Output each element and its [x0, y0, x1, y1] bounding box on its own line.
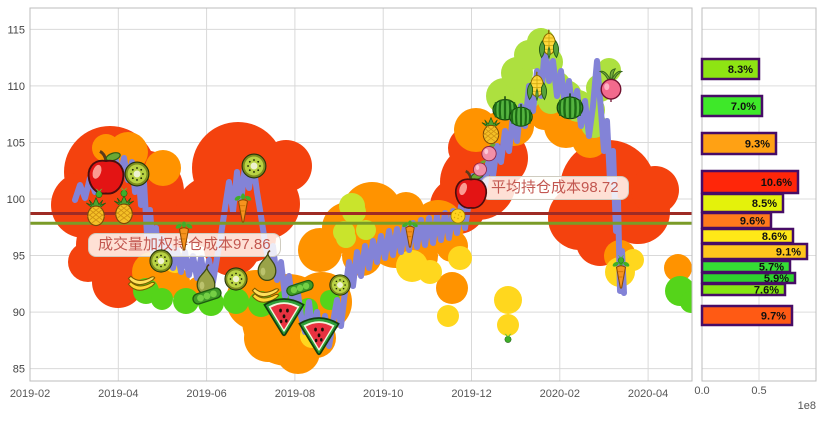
blob [448, 246, 472, 270]
dist-bar [700, 94, 764, 118]
main-plot-border [29, 7, 693, 382]
dist-bar-label: 10.6% [761, 177, 792, 189]
blob [418, 260, 442, 284]
dist-bar-label: 8.3% [728, 64, 753, 76]
x-tick-label: 2019-10 [363, 388, 403, 400]
x-tick-label: 2019-06 [186, 388, 226, 400]
blob [356, 220, 376, 240]
blob [631, 166, 679, 214]
blob [198, 290, 224, 316]
dist-bar-label: 9.6% [740, 216, 765, 228]
avg-cost-annotation: 平均持仓成本98.72 [481, 176, 629, 200]
dist-bar [700, 242, 809, 261]
blob [436, 272, 468, 304]
dist-bar [700, 57, 761, 81]
dist-scale-label: 1e8 [798, 400, 816, 412]
dist-bar [700, 304, 794, 327]
y-tick-label: 95 [13, 251, 25, 263]
y-tick-label: 90 [13, 307, 25, 319]
blob [173, 288, 199, 314]
blob [260, 140, 312, 192]
x-tick-label: 2019-04 [98, 388, 138, 400]
dist-bar-label: 5.7% [759, 262, 784, 274]
dist-x-tick-label: 0.0 [694, 385, 709, 397]
blob [664, 254, 692, 282]
blob [497, 314, 519, 336]
dist-bar-label: 9.3% [745, 139, 770, 151]
dist-bar-label: 8.5% [752, 198, 777, 210]
blob [437, 305, 459, 327]
dist-bar-label: 9.1% [776, 247, 801, 259]
y-tick-label: 110 [7, 81, 25, 93]
blob [151, 288, 173, 310]
x-tick-label: 2020-04 [628, 388, 668, 400]
blob [339, 193, 365, 219]
dist-bar [700, 131, 778, 156]
x-tick-label: 2020-02 [540, 388, 580, 400]
dist-bar-label: 5.9% [764, 273, 789, 285]
blob [244, 314, 292, 362]
dist-bar-label: 7.6% [754, 285, 779, 297]
dist-bar [700, 282, 787, 297]
dist-bar-label: 9.7% [761, 311, 786, 323]
blob [145, 150, 181, 186]
y-tick-label: 105 [7, 137, 25, 149]
blob [494, 286, 522, 314]
y-tick-label: 115 [7, 24, 25, 36]
vwap-cost-annotation: 成交量加权持仓成本97.86 [88, 233, 281, 257]
blob [223, 288, 249, 314]
blob [680, 291, 692, 313]
blob [248, 291, 274, 317]
y-tick-label: 85 [13, 364, 25, 376]
dist-bar-label: 7.0% [731, 101, 756, 113]
x-tick-label: 2019-02 [10, 388, 50, 400]
x-tick-label: 2019-08 [275, 388, 315, 400]
dist-x-tick-label: 0.5 [751, 385, 766, 397]
x-tick-label: 2019-12 [451, 388, 491, 400]
y-tick-label: 100 [7, 194, 25, 206]
dist-bar-label: 8.6% [762, 231, 787, 243]
blob [333, 221, 355, 243]
